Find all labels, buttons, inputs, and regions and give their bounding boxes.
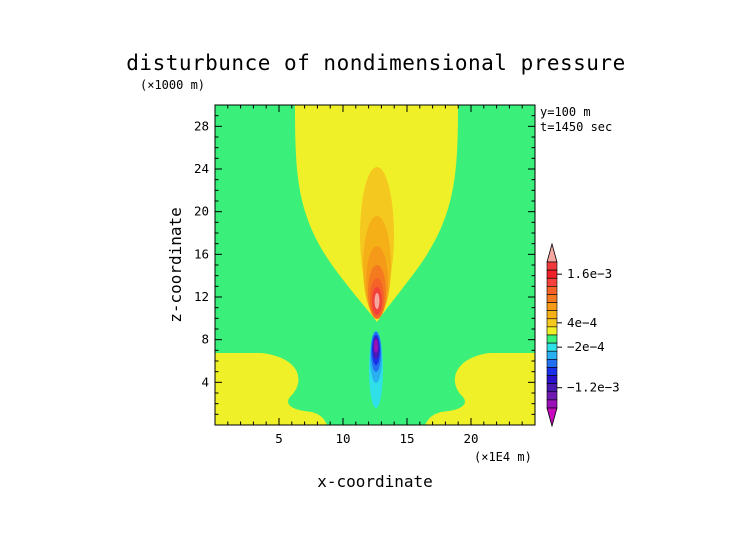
colorbar-level [546,383,558,393]
colorbar-level [546,334,558,344]
colorbar-level [546,286,558,295]
colorbar-level [546,302,558,311]
x-axis-label: x-coordinate [317,472,433,491]
colorbar-level [546,391,558,401]
y-axis-label: z-coordinate [166,207,185,323]
colorbar-min-extension [546,407,558,428]
y-axis: 4 8 12 16 20 24 28 [194,115,535,415]
colorbar-level [546,261,558,271]
positive-lower-left-region [215,353,327,425]
y-unit-label: (×1000 m) [140,78,205,92]
colorbar-level [546,342,558,352]
y-tick-label: 8 [201,332,209,347]
colorbar: 1.6e−3 4e−4 −2e−4 −1.2e−3 [546,242,620,428]
colorbar-level [546,367,558,376]
colorbar-level [546,399,558,409]
colorbar-level [546,294,558,303]
x-tick-label: 5 [275,431,283,446]
y-tick-label: 12 [194,289,209,304]
colorbar-level [546,350,558,360]
y-tick-label: 16 [194,246,209,261]
colorbar-level [546,318,558,328]
colorbar-level [546,277,558,287]
x-tick-label: 20 [463,431,478,446]
y-tick-label: 24 [194,161,209,176]
plot-area: 5 10 15 20 4 8 12 16 20 24 28 [194,104,536,446]
colorbar-label: 1.6e−3 [567,266,612,281]
x-tick-label: 15 [399,431,414,446]
y-tick-label: 20 [194,204,209,219]
x-tick-label: 10 [335,431,350,446]
x-axis: 5 10 15 20 [227,105,523,446]
annotation-t: t=1450 sec [540,120,612,134]
colorbar-label: 4e−4 [567,315,597,330]
chart-title: disturbunce of nondimensional pressure [126,51,625,75]
colorbar-label: −1.2e−3 [567,380,620,395]
colorbar-max-extension [546,242,558,263]
annotation-y: y=100 m [540,105,591,119]
y-tick-label: 4 [201,374,209,389]
colorbar-level [546,326,558,336]
colorbar-level [546,269,558,279]
colorbar-level [546,359,558,368]
colorbar-label: −2e−4 [567,339,605,354]
positive-lower-right-region [425,353,535,425]
x-unit-label: (×1E4 m) [474,450,532,464]
positive-core-level-7 [374,293,380,309]
y-tick-label: 28 [194,118,209,133]
colorbar-level [546,375,558,384]
negative-core-level-6 [374,339,378,353]
colorbar-level [546,310,558,320]
